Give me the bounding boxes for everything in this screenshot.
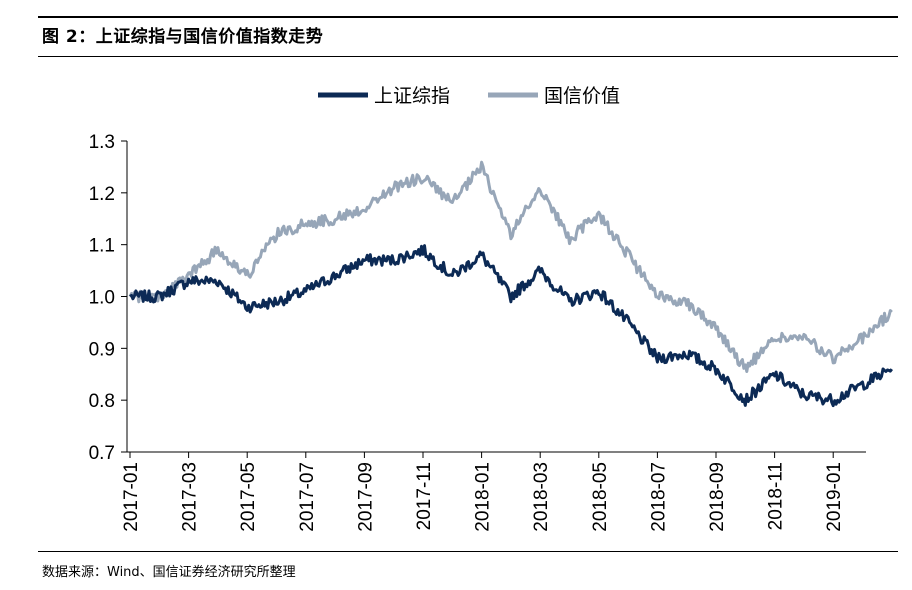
title-divider <box>38 56 898 57</box>
series-layer <box>128 160 893 408</box>
x-axis-ticks: 2017-01 2017-03 2017-05 2017-07 2017-09 2017-… <box>121 452 845 532</box>
y-tick-label: 1.0 <box>89 288 115 309</box>
top-rule <box>38 16 898 18</box>
x-tick-label: 2018-05 <box>590 462 611 532</box>
y-tick-label: 0.9 <box>89 339 115 360</box>
x-tick-label: 2017-05 <box>238 462 259 532</box>
x-tick-label: 2018-03 <box>531 462 552 532</box>
source-note: 数据来源：Wind、国信证券经济研究所整理 <box>42 565 296 580</box>
x-tick-label: 2018-07 <box>648 462 669 532</box>
x-tick-label: 2017-09 <box>355 462 376 532</box>
series-line-shanghai <box>129 244 893 408</box>
bottom-rule <box>38 551 898 552</box>
x-tick-label: 2019-01 <box>824 462 845 532</box>
y-tick-label: 1.3 <box>89 132 115 153</box>
x-tick-label: 2018-11 <box>766 462 787 530</box>
x-tick-label: 2017-11 <box>414 462 435 530</box>
y-tick-label: 0.8 <box>89 391 115 412</box>
series-line-guoxin <box>128 160 893 373</box>
chart-title: 图 2：上证综指与国信价值指数走势 <box>42 27 324 47</box>
x-tick-label: 2017-07 <box>297 462 318 532</box>
y-tick-label: 1.2 <box>89 184 115 205</box>
legend-label-shanghai: 上证综指 <box>374 85 450 107</box>
x-tick-label: 2018-01 <box>473 462 494 532</box>
x-tick-label: 2018-09 <box>707 462 728 532</box>
legend: 上证综指 国信价值 <box>318 85 620 107</box>
y-tick-label: 0.7 <box>89 443 115 464</box>
y-tick-label: 1.1 <box>89 236 115 257</box>
legend-label-guoxin: 国信价值 <box>544 85 620 107</box>
y-axis-ticks: 1.3 1.2 1.1 1.0 0.9 0.8 0.7 <box>89 132 127 464</box>
x-tick-label: 2017-03 <box>180 462 201 532</box>
x-tick-label: 2017-01 <box>121 462 142 532</box>
